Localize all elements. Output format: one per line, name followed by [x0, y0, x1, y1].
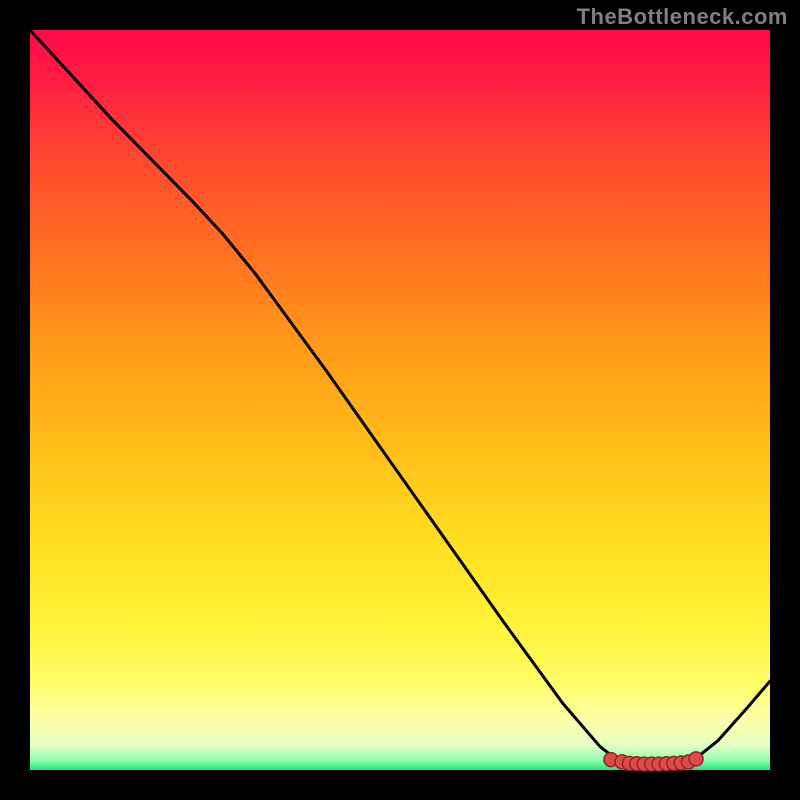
watermark-text: TheBottleneck.com	[577, 4, 788, 30]
optimal-marker	[689, 752, 703, 766]
bottleneck-chart	[0, 0, 800, 800]
plot-background	[30, 30, 770, 770]
chart-container: TheBottleneck.com	[0, 0, 800, 800]
